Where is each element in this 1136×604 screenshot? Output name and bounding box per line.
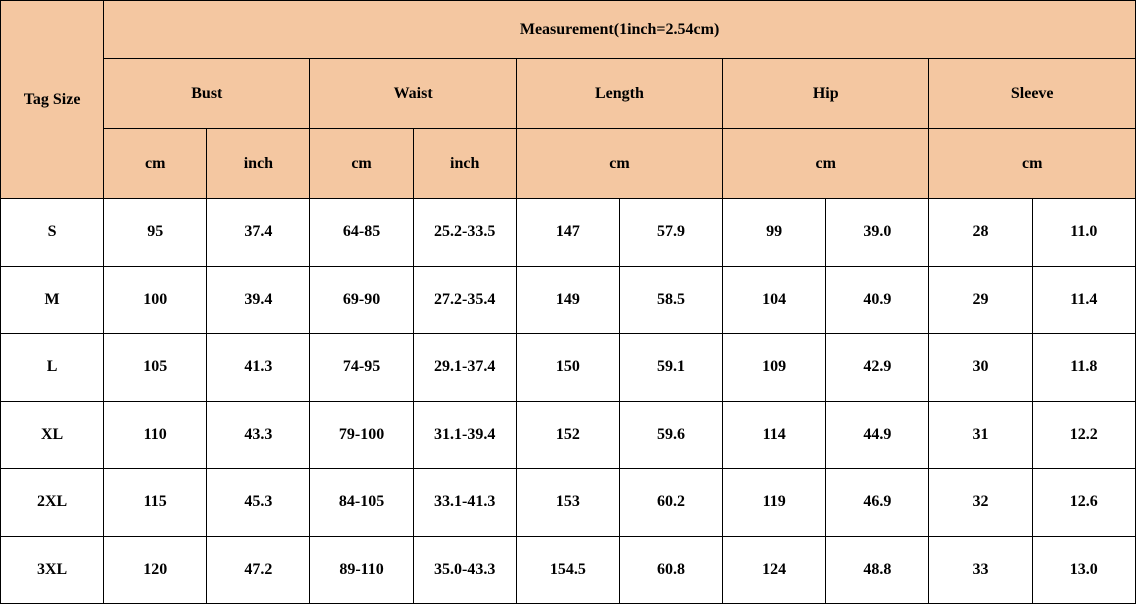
data-cell: 43.3 [207, 401, 310, 469]
tag-cell: 3XL [1, 536, 104, 604]
data-cell: 12.2 [1032, 401, 1135, 469]
data-cell: 12.6 [1032, 469, 1135, 537]
data-cell: 115 [104, 469, 207, 537]
data-cell: 28 [929, 199, 1032, 267]
data-cell: 31.1-39.4 [413, 401, 516, 469]
tag-cell: M [1, 266, 104, 334]
col-group-hip: Hip [723, 59, 929, 129]
data-cell: 40.9 [826, 266, 929, 334]
data-cell: 42.9 [826, 334, 929, 402]
data-cell: 154.5 [516, 536, 619, 604]
data-cell: 59.1 [619, 334, 722, 402]
unit-bust-cm: cm [104, 129, 207, 199]
tag-cell: S [1, 199, 104, 267]
data-cell: 35.0-43.3 [413, 536, 516, 604]
data-cell: 95 [104, 199, 207, 267]
data-cell: 33.1-41.3 [413, 469, 516, 537]
data-cell: 64-85 [310, 199, 413, 267]
data-cell: 60.8 [619, 536, 722, 604]
tag-cell: XL [1, 401, 104, 469]
data-cell: 149 [516, 266, 619, 334]
col-group-length: Length [516, 59, 722, 129]
size-chart-table: Tag Size Measurement(1inch=2.54cm) Bust … [0, 0, 1136, 604]
data-cell: 58.5 [619, 266, 722, 334]
data-cell: 44.9 [826, 401, 929, 469]
data-cell: 89-110 [310, 536, 413, 604]
data-cell: 100 [104, 266, 207, 334]
data-cell: 153 [516, 469, 619, 537]
data-cell: 11.0 [1032, 199, 1135, 267]
unit-hip-cm: cm [723, 129, 929, 199]
data-cell: 59.6 [619, 401, 722, 469]
data-cell: 41.3 [207, 334, 310, 402]
data-cell: 120 [104, 536, 207, 604]
tag-cell: 2XL [1, 469, 104, 537]
data-cell: 69-90 [310, 266, 413, 334]
unit-sleeve-cm: cm [929, 129, 1136, 199]
data-cell: 11.8 [1032, 334, 1135, 402]
data-cell: 39.4 [207, 266, 310, 334]
header-row-units: cm inch cm inch cm cm cm [1, 129, 1136, 199]
unit-length-cm: cm [516, 129, 722, 199]
data-cell: 13.0 [1032, 536, 1135, 604]
table-row: S 95 37.4 64-85 25.2-33.5 147 57.9 99 39… [1, 199, 1136, 267]
data-cell: 150 [516, 334, 619, 402]
data-cell: 39.0 [826, 199, 929, 267]
data-cell: 105 [104, 334, 207, 402]
data-cell: 31 [929, 401, 1032, 469]
data-cell: 25.2-33.5 [413, 199, 516, 267]
data-cell: 104 [723, 266, 826, 334]
col-group-waist: Waist [310, 59, 516, 129]
unit-waist-inch: inch [413, 129, 516, 199]
data-cell: 33 [929, 536, 1032, 604]
unit-bust-inch: inch [207, 129, 310, 199]
col-group-bust: Bust [104, 59, 310, 129]
data-cell: 45.3 [207, 469, 310, 537]
data-cell: 30 [929, 334, 1032, 402]
data-cell: 27.2-35.4 [413, 266, 516, 334]
data-cell: 74-95 [310, 334, 413, 402]
data-cell: 147 [516, 199, 619, 267]
data-cell: 48.8 [826, 536, 929, 604]
data-cell: 60.2 [619, 469, 722, 537]
table-row: XL 110 43.3 79-100 31.1-39.4 152 59.6 11… [1, 401, 1136, 469]
table-row: M 100 39.4 69-90 27.2-35.4 149 58.5 104 … [1, 266, 1136, 334]
data-cell: 79-100 [310, 401, 413, 469]
data-cell: 99 [723, 199, 826, 267]
data-cell: 152 [516, 401, 619, 469]
data-cell: 57.9 [619, 199, 722, 267]
data-cell: 29.1-37.4 [413, 334, 516, 402]
table-row: L 105 41.3 74-95 29.1-37.4 150 59.1 109 … [1, 334, 1136, 402]
table-row: 2XL 115 45.3 84-105 33.1-41.3 153 60.2 1… [1, 469, 1136, 537]
data-cell: 110 [104, 401, 207, 469]
tag-size-header: Tag Size [1, 1, 104, 199]
data-cell: 109 [723, 334, 826, 402]
header-row-title: Tag Size Measurement(1inch=2.54cm) [1, 1, 1136, 59]
data-cell: 46.9 [826, 469, 929, 537]
tag-cell: L [1, 334, 104, 402]
measurement-title: Measurement(1inch=2.54cm) [104, 1, 1136, 59]
header-row-groups: Bust Waist Length Hip Sleeve [1, 59, 1136, 129]
data-cell: 119 [723, 469, 826, 537]
table-row: 3XL 120 47.2 89-110 35.0-43.3 154.5 60.8… [1, 536, 1136, 604]
unit-waist-cm: cm [310, 129, 413, 199]
data-cell: 124 [723, 536, 826, 604]
data-cell: 47.2 [207, 536, 310, 604]
data-cell: 29 [929, 266, 1032, 334]
data-cell: 11.4 [1032, 266, 1135, 334]
data-cell: 114 [723, 401, 826, 469]
data-cell: 32 [929, 469, 1032, 537]
size-chart-body: S 95 37.4 64-85 25.2-33.5 147 57.9 99 39… [1, 199, 1136, 604]
data-cell: 37.4 [207, 199, 310, 267]
col-group-sleeve: Sleeve [929, 59, 1136, 129]
data-cell: 84-105 [310, 469, 413, 537]
